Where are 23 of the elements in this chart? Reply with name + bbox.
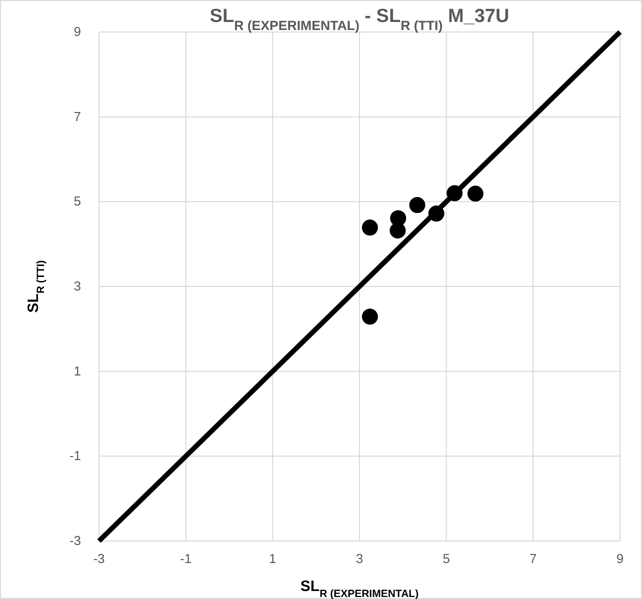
point — [362, 220, 378, 236]
x-tick-label: -1 — [180, 551, 192, 566]
point — [362, 308, 378, 325]
x-tick-label: -3 — [93, 551, 105, 566]
point — [428, 206, 444, 222]
x-axis-title: SL$_{R (EXPERIMENTAL)}$ — [300, 578, 419, 599]
chart-title: SL$_{R (EXPERIMENTAL)}$ - SL$_{R (TTI)}$ M_37U — [210, 6, 510, 32]
x-tick-label: 9 — [616, 551, 624, 566]
y-tick-label: 1 — [74, 363, 81, 378]
x-tick-label: 5 — [442, 551, 450, 566]
y-tick-label: 5 — [74, 194, 81, 209]
point — [467, 186, 484, 202]
y-tick-label: 9 — [74, 24, 81, 39]
y-tick-label: -3 — [69, 533, 81, 548]
point — [390, 222, 406, 239]
point — [446, 185, 463, 202]
x-tick-label: 7 — [530, 551, 537, 566]
point — [409, 197, 426, 214]
y-tick-label: 3 — [74, 278, 81, 294]
x-tick-label: 3 — [356, 551, 364, 566]
y-tick-label: -1 — [69, 448, 81, 464]
x-tick-label: 1 — [269, 551, 276, 566]
y-tick-label: 7 — [74, 108, 81, 124]
